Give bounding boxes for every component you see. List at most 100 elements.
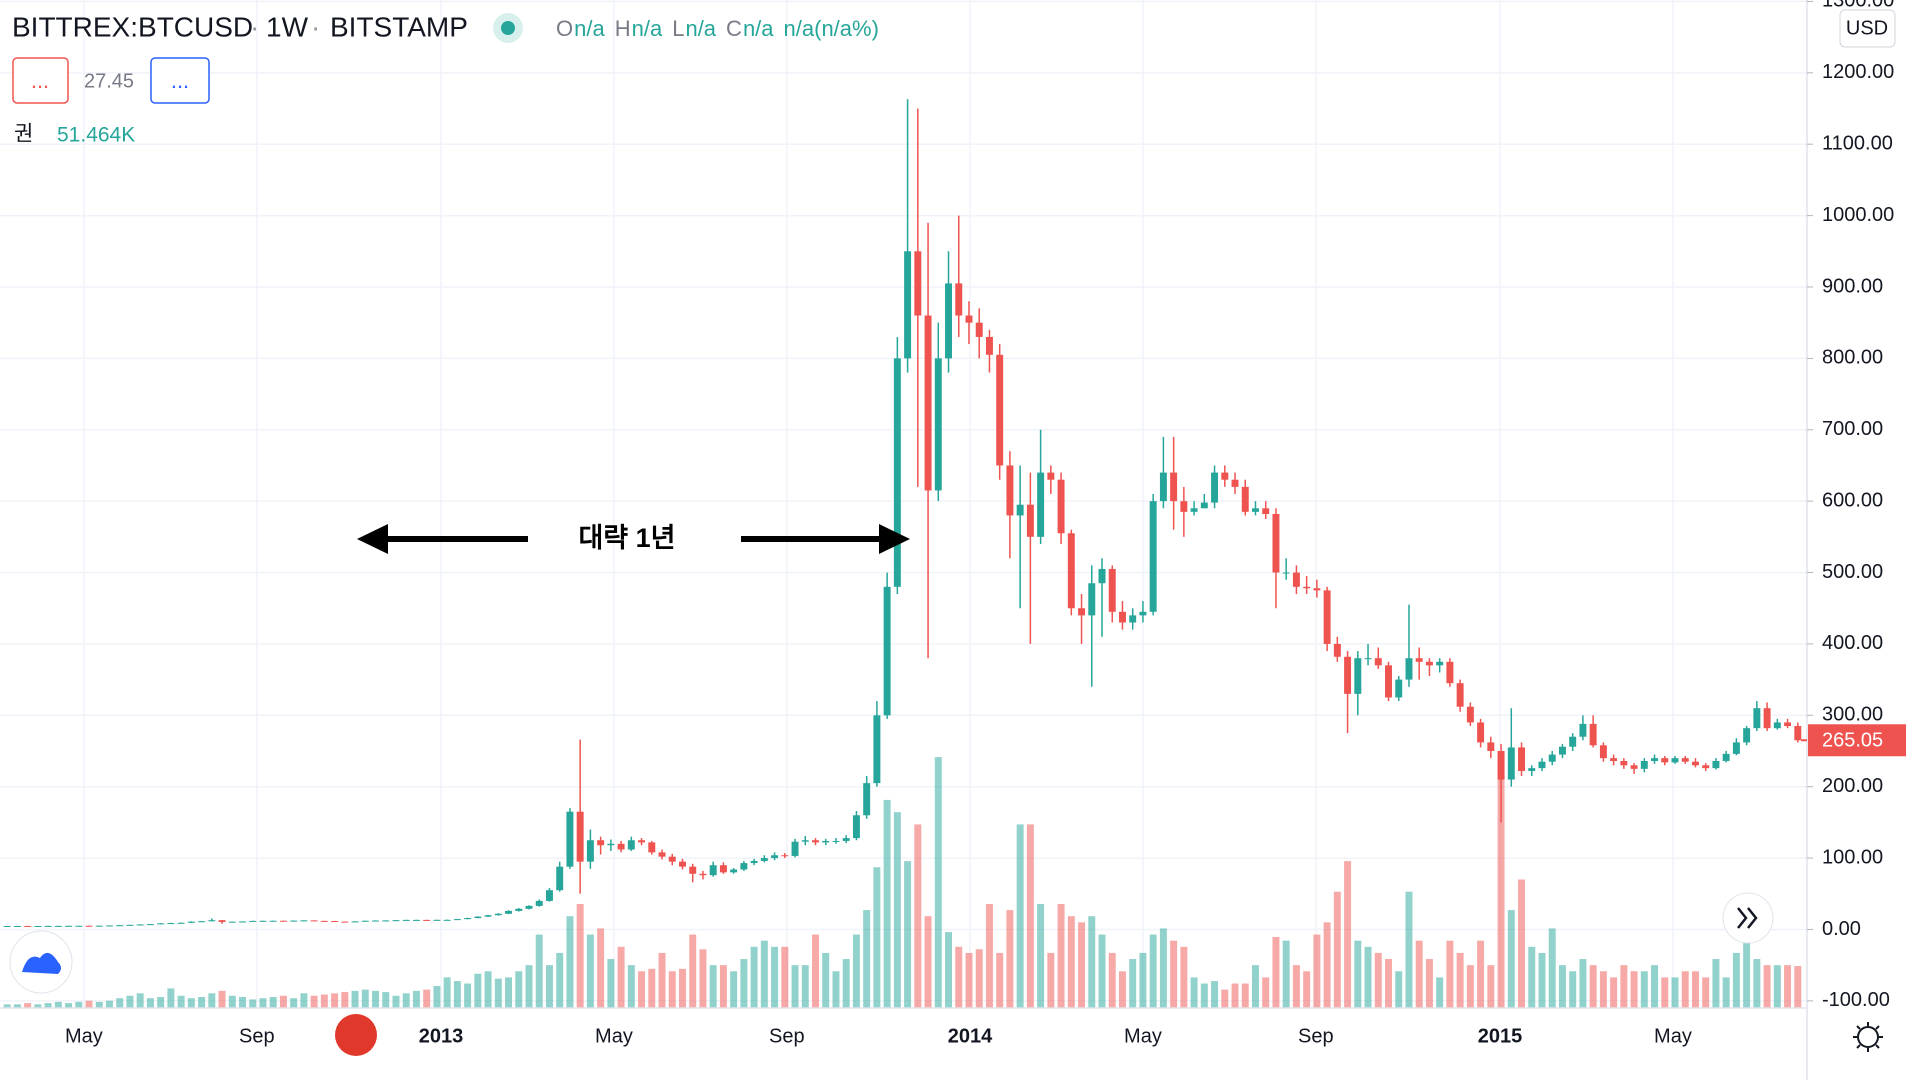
exchange: BITSTAMP xyxy=(330,11,468,42)
candle-body xyxy=(157,923,165,925)
candle-body xyxy=(167,923,175,925)
volume-bar xyxy=(1149,934,1157,1008)
candle-body xyxy=(1180,501,1188,512)
indicator-value: 27.45 xyxy=(84,70,134,92)
candle-body xyxy=(300,920,308,922)
settings-icon[interactable] xyxy=(1857,1026,1879,1048)
volume-bar xyxy=(658,952,666,1008)
volume-bar xyxy=(699,949,707,1008)
volume-bar xyxy=(1743,922,1751,1008)
volume-bar xyxy=(1078,922,1086,1008)
currency[interactable]: USD xyxy=(1846,17,1888,39)
candle-body xyxy=(852,815,860,839)
candle-body xyxy=(1149,501,1157,612)
status-dot xyxy=(501,21,515,35)
volume-bar xyxy=(975,949,983,1008)
volume-bar xyxy=(1385,959,1392,1008)
volume-bar xyxy=(1651,965,1659,1008)
candle-body xyxy=(187,921,195,923)
marker-dot xyxy=(335,1014,377,1056)
candle-body xyxy=(1773,722,1781,729)
indicator-button[interactable] xyxy=(12,57,69,104)
volume-bar xyxy=(1221,989,1229,1008)
candle-body xyxy=(1651,758,1659,761)
volume-bar xyxy=(904,861,912,1008)
volume-bar xyxy=(842,959,850,1008)
candle-body xyxy=(617,843,625,850)
candle-body xyxy=(249,920,257,922)
volume-bar xyxy=(945,932,953,1008)
volume-bar xyxy=(668,971,676,1008)
volume-bar xyxy=(361,989,369,1008)
volume-layer xyxy=(3,757,1802,1008)
scroll-button[interactable] xyxy=(1722,892,1774,944)
volume-bar xyxy=(1016,824,1024,1008)
candle-body xyxy=(658,852,666,857)
candle-body xyxy=(525,905,533,909)
volume-bar xyxy=(392,995,400,1008)
indicator-button-label[interactable]: ... xyxy=(31,68,49,93)
volume-bar xyxy=(1477,940,1485,1008)
volume-bar xyxy=(1569,971,1577,1008)
ohlc-value: n/a xyxy=(632,16,663,41)
candle-body xyxy=(924,315,932,491)
candle-body xyxy=(372,920,379,922)
candle-body xyxy=(341,921,349,923)
symbol: BITTREX:BTCUSD xyxy=(12,11,253,42)
x-tick-label: May xyxy=(65,1025,103,1047)
candle-body xyxy=(75,925,83,927)
axis-labels: -100.00 0.00 100.00 200.00 300.00 400.00 500.0… xyxy=(65,0,1894,1047)
volume-bar xyxy=(1784,965,1792,1008)
volume-bar xyxy=(791,965,799,1008)
candle-body xyxy=(760,858,768,861)
volume-bar xyxy=(1722,977,1730,1008)
candle-body xyxy=(126,924,134,926)
candle-body xyxy=(1722,753,1730,761)
volume-bar xyxy=(290,998,298,1008)
volume-bar xyxy=(1108,952,1116,1008)
y-tick-label: 300.00 xyxy=(1822,704,1883,726)
volume-bar xyxy=(1794,966,1802,1008)
volume-bar xyxy=(3,1004,11,1008)
volume-bar xyxy=(177,995,185,1008)
candle-body xyxy=(1221,472,1229,480)
candle-body xyxy=(873,715,881,784)
volume-bar xyxy=(1538,952,1546,1008)
candle-body xyxy=(269,920,277,922)
candle-body xyxy=(863,783,871,816)
candle-body xyxy=(13,925,21,927)
candle-body xyxy=(556,866,564,891)
volume-bar xyxy=(1763,965,1771,1008)
candle-body xyxy=(228,921,236,923)
volume-bar xyxy=(1620,965,1628,1008)
volume-bar xyxy=(607,959,615,1008)
indicator-button-label[interactable]: ... xyxy=(171,68,189,93)
separator: · xyxy=(311,11,320,42)
volume-bar xyxy=(423,989,431,1008)
volume-bar xyxy=(372,990,379,1008)
volume-bar xyxy=(1159,928,1167,1008)
currency-box[interactable] xyxy=(1839,9,1896,48)
candle-body xyxy=(1671,758,1679,763)
volume-bar xyxy=(934,757,942,1008)
volume-bar xyxy=(310,995,318,1008)
settings-icon-teeth xyxy=(1853,1022,1883,1052)
volume-bar xyxy=(1292,965,1300,1008)
volume-bar xyxy=(65,1003,73,1008)
volume-bar xyxy=(1630,971,1638,1008)
x-tick-label: Sep xyxy=(239,1025,275,1047)
y-tick-label: 1100.00 xyxy=(1822,132,1893,154)
candle-body xyxy=(586,840,594,862)
volume-bar xyxy=(648,968,656,1008)
volume-bar xyxy=(474,973,482,1008)
indicator-button[interactable] xyxy=(150,57,210,104)
volume-bar xyxy=(1374,952,1382,1008)
volume-bar xyxy=(1047,952,1055,1008)
candle-body xyxy=(1231,479,1239,487)
volume-bar xyxy=(1446,940,1454,1008)
x-tick-label: 2014 xyxy=(948,1025,993,1047)
annotation-arrowhead xyxy=(879,524,910,554)
